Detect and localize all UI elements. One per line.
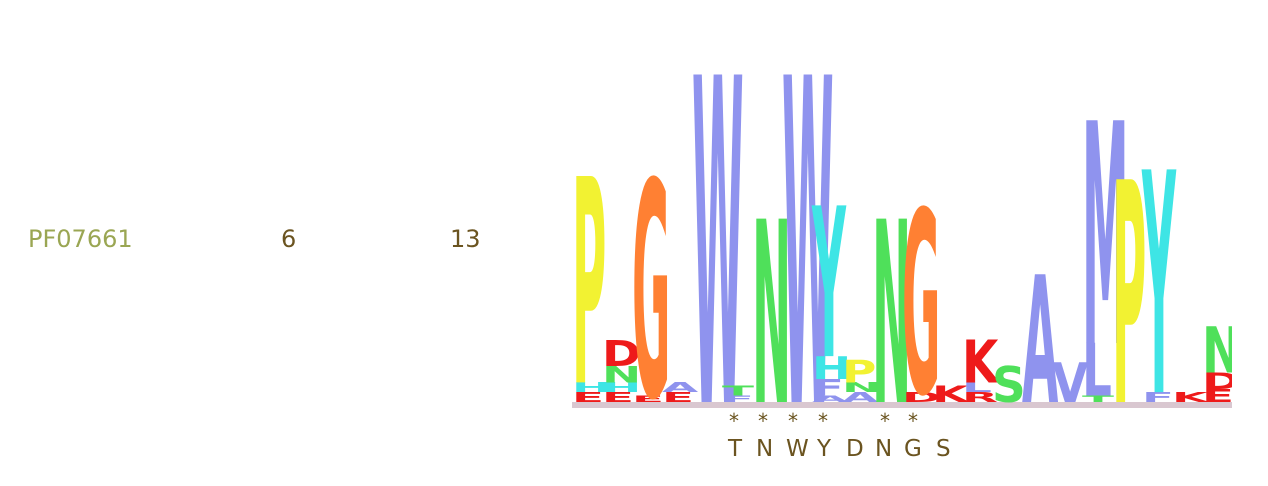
logo-letter-T: T (1082, 394, 1114, 404)
logo-letter-N: N (752, 168, 791, 412)
logo-letter-K: K (1172, 390, 1210, 406)
logo-baseline-noise (572, 402, 1232, 408)
logo-letter-H: H (572, 380, 611, 396)
logo-letter-G: G (902, 159, 940, 412)
logo-letter-N: N (872, 168, 911, 412)
motif-letter: T (728, 436, 743, 462)
logo-letter-W: W (782, 40, 834, 412)
logo-letter-K: K (962, 329, 1000, 396)
motif-letter: G (904, 436, 922, 462)
logo-letter-A: A (842, 390, 879, 406)
logo-letter-L: L (1082, 330, 1112, 412)
logo-letter-A: A (662, 380, 699, 396)
sequence-logo: EHPEHNDEGEAWFTNWAFHYANPNDGKRLKSAVTLMPFYK… (572, 40, 1232, 412)
logo-letter-E: E (632, 394, 664, 404)
start-value: 6 (281, 225, 297, 253)
logo-letter-P: P (842, 354, 876, 390)
motif-letter: N (875, 436, 893, 462)
logo-letter-E: E (662, 390, 694, 406)
pfam-accession-link[interactable]: PF07661 (28, 225, 133, 253)
logo-letter-L: L (962, 380, 992, 396)
logo-letter-D: D (1202, 368, 1232, 394)
logo-letter-T: T (722, 383, 755, 399)
logo-letter-N: N (602, 362, 641, 388)
logo-letter-E: E (602, 390, 634, 406)
logo-letter-P: P (572, 120, 606, 412)
logo-letter-Y: Y (811, 166, 846, 406)
motif-letter: W (786, 436, 809, 462)
logo-letter-M: M (1082, 59, 1129, 412)
conservation-star: * (729, 409, 739, 433)
logo-letter-F: F (1142, 390, 1174, 406)
logo-letter-A: A (1022, 241, 1058, 412)
logo-letter-H: H (602, 380, 641, 396)
logo-letter-P: P (1112, 118, 1146, 412)
logo-letter-W: W (692, 40, 744, 412)
logo-letter-G: G (632, 122, 670, 412)
motif-sequence: T N W Y D N G S (572, 436, 1232, 466)
logo-letter-D: D (902, 390, 941, 406)
logo-letter-S: S (992, 357, 1026, 412)
logo-letter-F: F (722, 394, 754, 404)
logo-letter-V: V (1052, 352, 1088, 412)
logo-letter-F: F (812, 375, 844, 401)
motif-letter: Y (817, 436, 832, 462)
logo-letter-K: K (932, 381, 970, 407)
motif-letter: S (936, 436, 951, 462)
logo-letter-E: E (1202, 386, 1232, 407)
logo-letter-N: N (1202, 316, 1232, 389)
logo-letter-D: D (602, 332, 641, 374)
motif-letter: N (756, 436, 774, 462)
logo-letter-N: N (842, 380, 881, 396)
conservation-stars: * * * * * * (572, 409, 1232, 433)
conservation-star: * (818, 409, 828, 433)
logo-letter-Y: Y (1141, 108, 1176, 412)
motif-letter: D (846, 436, 864, 462)
logo-letter-A: A (812, 394, 848, 404)
end-value: 13 (450, 225, 481, 253)
logo-letter-E: E (572, 390, 604, 406)
conservation-star: * (788, 409, 798, 433)
logo-letter-H: H (812, 351, 851, 387)
logo-letter-R: R (962, 390, 998, 406)
conservation-star: * (880, 409, 890, 433)
conservation-star: * (908, 409, 918, 433)
conservation-star: * (758, 409, 768, 433)
